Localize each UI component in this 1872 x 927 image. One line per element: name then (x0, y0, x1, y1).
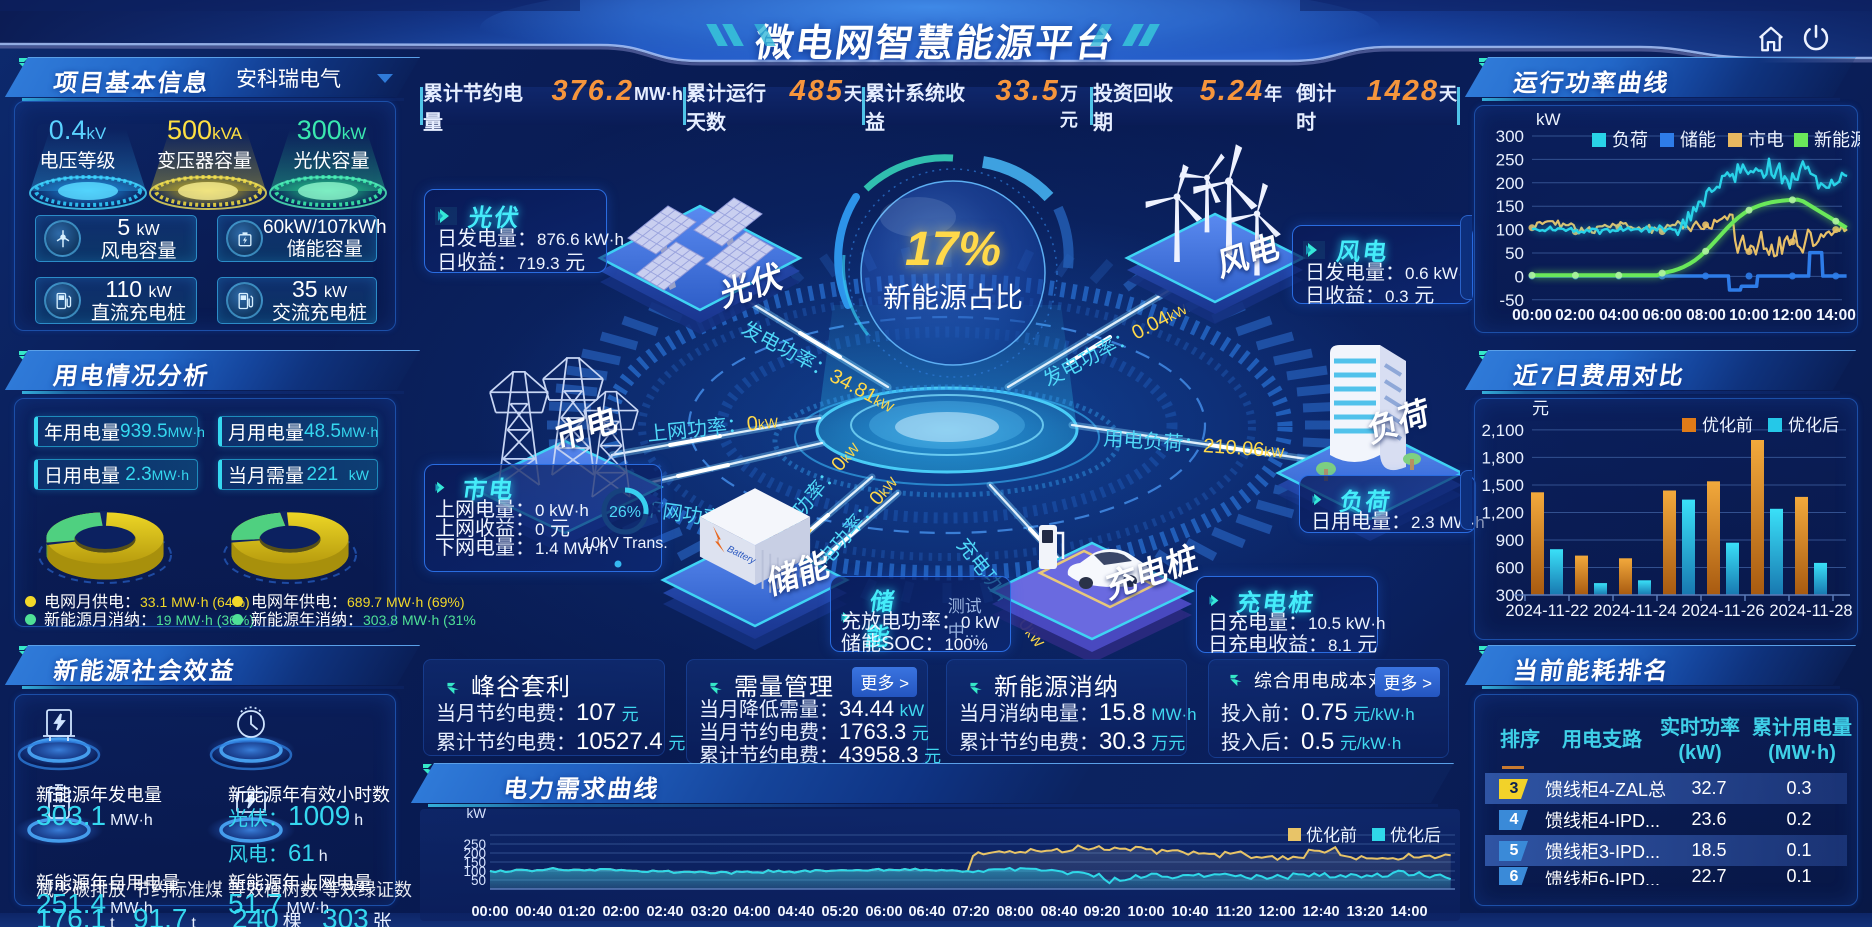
svg-text:200: 200 (463, 846, 486, 861)
svg-text:50: 50 (1505, 244, 1524, 263)
svg-text:300: 300 (1496, 586, 1524, 605)
svg-text:2024-11-22: 2024-11-22 (1505, 602, 1588, 620)
svg-text:14:00: 14:00 (1816, 307, 1856, 324)
svg-text:02:00: 02:00 (602, 904, 639, 920)
svg-text:02:40: 02:40 (646, 904, 683, 920)
svg-text:08:00: 08:00 (1686, 307, 1726, 324)
svg-text:09:20: 09:20 (1083, 904, 1120, 920)
svg-text:-50: -50 (1499, 291, 1524, 310)
svg-text:06:00: 06:00 (1642, 307, 1682, 324)
svg-text:06:40: 06:40 (908, 904, 945, 920)
svg-text:优化后: 优化后 (1788, 416, 1839, 435)
svg-text:300: 300 (1496, 127, 1524, 146)
svg-text:100: 100 (1496, 221, 1524, 240)
svg-text:储能: 储能 (1680, 130, 1716, 150)
svg-text:03:20: 03:20 (690, 904, 727, 920)
svg-text:市电: 市电 (1748, 130, 1784, 150)
svg-text:优化前: 优化前 (1306, 826, 1357, 845)
svg-text:26%: 26% (609, 504, 641, 521)
svg-text:2024-11-24: 2024-11-24 (1593, 602, 1676, 620)
svg-text:元: 元 (1532, 400, 1549, 418)
svg-text:负荷: 负荷 (1612, 130, 1648, 150)
svg-text:00:00: 00:00 (1512, 307, 1552, 324)
svg-text:04:40: 04:40 (777, 904, 814, 920)
svg-text:12:40: 12:40 (1302, 904, 1339, 920)
svg-text:00:40: 00:40 (515, 904, 552, 920)
svg-text:02:00: 02:00 (1555, 307, 1595, 324)
svg-text:900: 900 (1496, 531, 1524, 550)
svg-text:01:20: 01:20 (558, 904, 595, 920)
svg-text:2024-11-26: 2024-11-26 (1681, 602, 1764, 620)
svg-text:10:40: 10:40 (1171, 904, 1208, 920)
svg-text:优化后: 优化后 (1390, 826, 1441, 845)
svg-text:0: 0 (1515, 267, 1524, 286)
svg-text:50: 50 (471, 873, 486, 888)
svg-text:1,200: 1,200 (1481, 504, 1524, 523)
svg-text:00:00: 00:00 (471, 904, 508, 920)
svg-text:新能源占比: 新能源占比 (883, 282, 1023, 313)
svg-text:10kV Trans.: 10kV Trans. (582, 535, 667, 552)
svg-text:1,500: 1,500 (1481, 476, 1524, 495)
svg-text:200: 200 (1496, 174, 1524, 193)
svg-text:13:20: 13:20 (1346, 904, 1383, 920)
svg-text:08:40: 08:40 (1040, 904, 1077, 920)
svg-text:10:00: 10:00 (1729, 307, 1769, 324)
svg-text:250: 250 (1496, 150, 1524, 169)
svg-text:1,800: 1,800 (1481, 448, 1524, 467)
svg-text:250: 250 (463, 837, 486, 852)
svg-text:17%: 17% (905, 223, 1001, 276)
svg-text:08:00: 08:00 (996, 904, 1033, 920)
svg-text:10:00: 10:00 (1127, 904, 1164, 920)
svg-text:kW: kW (467, 806, 487, 821)
svg-text:14:00: 14:00 (1390, 904, 1427, 920)
svg-text:12:00: 12:00 (1772, 307, 1812, 324)
svg-text:150: 150 (463, 855, 486, 870)
svg-text:150: 150 (1496, 197, 1524, 216)
svg-text:07:20: 07:20 (952, 904, 989, 920)
svg-text:优化前: 优化前 (1702, 416, 1753, 435)
svg-text:新能源: 新能源 (1814, 130, 1860, 150)
svg-text:100: 100 (463, 864, 486, 879)
svg-text:12:00: 12:00 (1258, 904, 1295, 920)
svg-text:04:00: 04:00 (733, 904, 770, 920)
svg-text:11:20: 11:20 (1216, 904, 1252, 920)
svg-text:kW: kW (1536, 110, 1561, 129)
svg-text:2,100: 2,100 (1481, 421, 1524, 440)
svg-text:2024-11-28: 2024-11-28 (1769, 602, 1852, 620)
svg-text:05:20: 05:20 (821, 904, 858, 920)
svg-text:06:00: 06:00 (865, 904, 902, 920)
svg-text:600: 600 (1496, 559, 1524, 578)
svg-text:04:00: 04:00 (1599, 307, 1639, 324)
